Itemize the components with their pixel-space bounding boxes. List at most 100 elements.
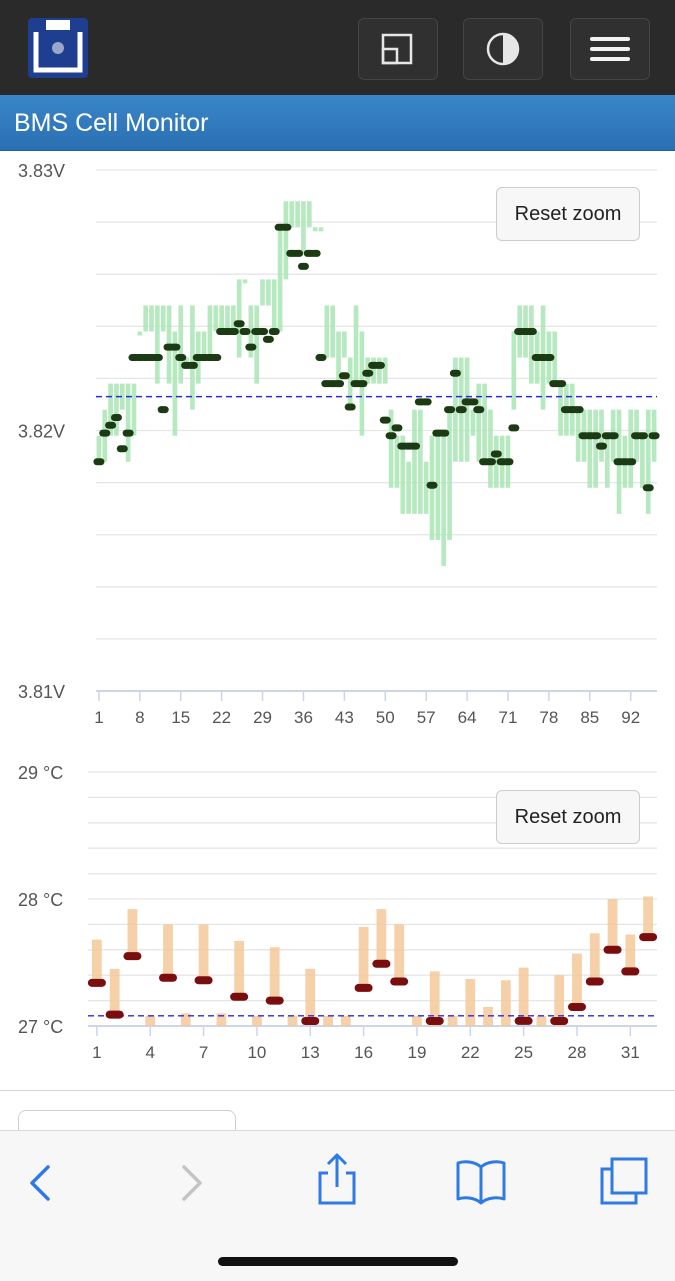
value-marker [642,484,654,492]
range-bar [640,435,645,488]
value-marker [227,328,239,336]
range-bar [377,357,382,384]
range-bar [125,383,131,462]
x-tick-label: 22 [461,1043,480,1062]
y-tick-label: 27 °C [18,1017,63,1037]
range-bar [552,331,558,384]
bookmarks-icon[interactable] [454,1157,508,1205]
range-bar [423,461,429,514]
value-marker [390,977,409,986]
range-bar [400,435,406,514]
range-bar [572,953,582,1007]
range-bar [242,279,248,284]
value-marker [502,458,514,466]
value-marker [239,328,251,336]
range-bar [190,305,195,410]
x-tick-label: 92 [621,708,640,727]
range-bar [219,305,224,332]
range-bar [394,924,405,982]
x-tick-label: 50 [376,708,395,727]
value-marker [595,442,607,450]
value-marker [567,1002,586,1011]
range-bar [323,1016,333,1026]
range-bar [131,383,137,436]
value-marker [257,328,269,336]
range-bar [180,1013,191,1026]
page-title-bar: BMS Cell Monitor [0,95,675,151]
range-bar [287,1016,298,1026]
range-bar [464,357,470,462]
bms-logo-icon[interactable] [28,18,88,78]
home-indicator [218,1257,458,1266]
value-marker [525,328,537,336]
temperature-reset-zoom-button[interactable]: Reset zoom [496,790,640,844]
range-bar [277,227,283,332]
range-bar [318,227,324,232]
value-marker [297,262,309,270]
range-bar [213,305,219,332]
value-marker [455,406,467,414]
range-bar [447,1016,458,1026]
range-bar [575,409,581,462]
range-bar [493,435,499,488]
range-bar [312,227,318,232]
value-marker [585,977,604,986]
x-tick-label: 71 [499,708,518,727]
x-tick-label: 57 [417,708,436,727]
x-tick-label: 1 [94,708,103,727]
voltage-reset-zoom-button[interactable]: Reset zoom [496,187,640,241]
range-bar [358,926,369,988]
range-bar [518,967,529,1021]
range-bar [248,305,254,358]
value-marker [444,406,456,414]
back-arrow-icon[interactable] [26,1161,56,1205]
contrast-button[interactable] [463,18,543,80]
value-marker [356,380,368,388]
value-marker [590,432,602,440]
value-marker [362,369,374,377]
tabs-icon[interactable] [598,1155,650,1207]
value-marker [484,458,496,466]
range-bar [342,331,347,358]
window-button[interactable] [358,18,438,80]
share-icon[interactable] [314,1151,360,1207]
range-bar [254,305,260,384]
range-bar [417,409,423,514]
value-marker [116,445,128,453]
temperature-chart[interactable]: 29 °C 28 °C 27 °C 1 4 7 10 13 16 19 22 25 28 31 [0,750,675,1070]
value-marker [280,223,292,231]
y-tick-label: 3.83V [18,161,65,181]
range-bar [511,331,517,410]
value-marker [151,354,163,362]
section-divider [0,1090,675,1091]
value-marker [408,442,420,450]
x-tick-label: 15 [171,708,190,727]
value-marker [99,429,111,437]
value-marker [543,354,555,362]
range-bar [137,331,143,336]
value-marker [625,458,637,466]
range-bar [108,383,113,436]
x-tick-label: 25 [514,1043,533,1062]
value-marker [372,959,391,968]
menu-button[interactable] [570,18,650,80]
voltage-chart[interactable]: 3.83V 3.82V 3.81V 1 8 15 22 29 36 43 50 57 64 71 78 85 9… [0,150,675,740]
value-marker [514,1016,533,1025]
value-marker [391,424,403,432]
value-marker [233,320,245,328]
value-marker [603,945,622,954]
value-marker [373,361,385,369]
x-tick-label: 7 [199,1043,208,1062]
range-bar [625,934,636,972]
range-bar [604,435,610,488]
range-bar [394,435,400,488]
value-marker [105,1010,124,1019]
range-bar [587,409,593,488]
range-bar [447,409,452,540]
range-bar [347,357,353,410]
y-tick-label: 28 °C [18,890,63,910]
browser-toolbar [0,1130,675,1281]
value-marker [309,249,321,257]
range-bar [127,909,138,957]
range-bar [388,409,394,488]
